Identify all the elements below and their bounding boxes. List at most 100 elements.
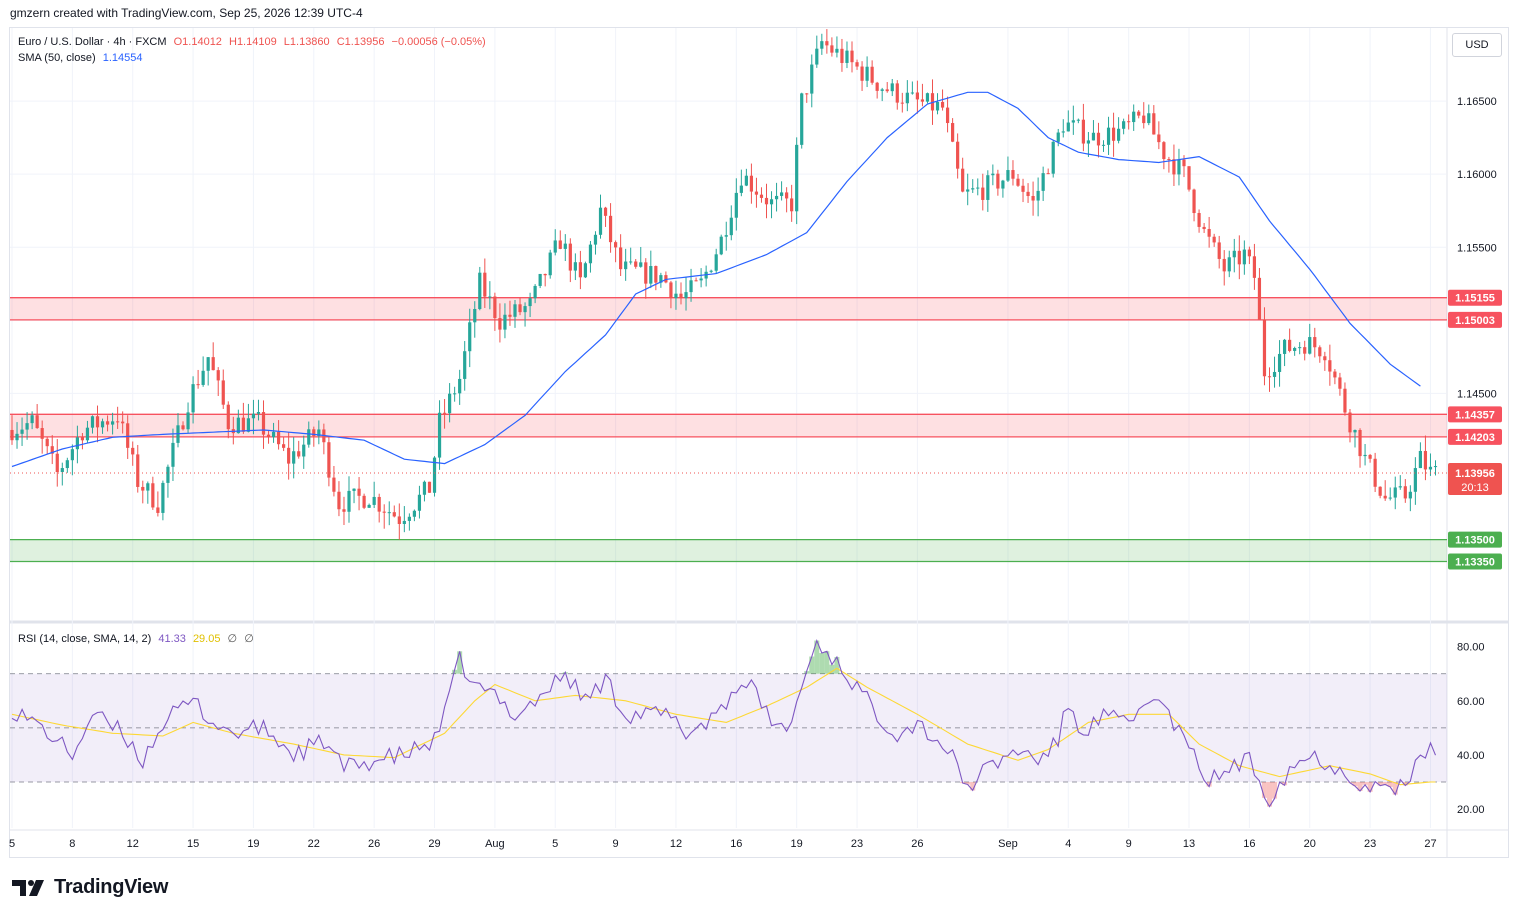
- candle-190: [966, 173, 970, 206]
- candle-57: [297, 440, 301, 459]
- candle-58: [302, 435, 306, 469]
- tradingview-logo[interactable]: TradingView: [12, 876, 168, 899]
- candle-body-101: [518, 304, 522, 313]
- candle-22: [121, 411, 125, 434]
- candle-66: [342, 496, 346, 526]
- candle-120: [614, 240, 618, 263]
- sma-legend[interactable]: SMA (50, close) 1.14554: [18, 52, 146, 64]
- candle-body-129: [659, 275, 663, 283]
- candle-body-46: [241, 417, 245, 432]
- candle-29: [156, 491, 160, 517]
- candle-body-115: [588, 244, 593, 264]
- candle-body-236: [1197, 213, 1201, 227]
- candle-219: [1111, 112, 1116, 157]
- attribution: gmzern created with TradingView.com, Sep…: [10, 6, 363, 20]
- candle-body-126: [644, 262, 648, 284]
- symbol-name[interactable]: Euro / U.S. Dollar · 4h · FXCM: [18, 36, 167, 48]
- candle-218: [1106, 116, 1111, 155]
- candle-body-122: [624, 261, 628, 270]
- zones: [10, 297, 1447, 563]
- candle-body-10: [60, 468, 64, 473]
- candle-body-179: [910, 92, 914, 94]
- candle-body-191: [971, 188, 975, 190]
- candle-body-253: [1282, 339, 1287, 354]
- candle-body-278: [1408, 491, 1412, 499]
- candle-35: [186, 402, 190, 433]
- candle-body-112: [573, 262, 577, 271]
- candle-body-110: [563, 243, 567, 249]
- candle-45: [236, 409, 240, 434]
- candle-body-69: [357, 488, 361, 496]
- candle-body-158: [805, 93, 809, 95]
- candle-171: [870, 60, 874, 85]
- candle-20: [111, 412, 115, 435]
- candle-69: [357, 477, 361, 511]
- candle-body-99: [508, 314, 512, 317]
- candle-272: [1378, 486, 1382, 499]
- zone-1: [10, 414, 1447, 437]
- candle-200: [1016, 174, 1020, 187]
- candle-234: [1187, 166, 1191, 192]
- candle-161: [820, 33, 824, 55]
- candle-88: [453, 386, 457, 402]
- candle-259: [1313, 327, 1317, 358]
- time-tick-label-10: 9: [613, 838, 619, 850]
- candle-172: [875, 81, 879, 99]
- candle-235: [1192, 188, 1196, 222]
- candle-202: [1026, 183, 1030, 203]
- candle-167: [850, 41, 854, 73]
- candle-148: [754, 177, 759, 208]
- candle-body-224: [1137, 111, 1141, 116]
- candle-body-3: [25, 423, 29, 430]
- candle-211: [1071, 105, 1075, 135]
- candle-266: [1348, 408, 1352, 443]
- candle-123: [629, 247, 633, 265]
- candle-body-184: [935, 101, 940, 111]
- candle-283: [1433, 460, 1438, 476]
- candle-279: [1413, 457, 1417, 505]
- candle-body-65: [337, 491, 341, 510]
- candle-body-42: [221, 380, 225, 405]
- candle-body-55: [287, 447, 291, 464]
- zone-price-badge-2-0: [1448, 531, 1502, 548]
- candle-195: [991, 164, 995, 186]
- candle-180: [915, 80, 919, 114]
- candle-body-140: [714, 254, 718, 271]
- candle-body-74: [382, 511, 386, 513]
- candle-body-279: [1413, 468, 1417, 492]
- candle-248: [1257, 268, 1262, 320]
- candle-body-273: [1383, 495, 1387, 499]
- candle-body-102: [523, 306, 527, 313]
- candle-body-165: [840, 48, 844, 63]
- candle-body-233: [1182, 159, 1186, 167]
- candle-body-57: [297, 451, 301, 457]
- candle-body-256: [1298, 347, 1302, 349]
- candle-body-215: [1091, 132, 1096, 141]
- last-price-label: 1.13956: [1455, 468, 1495, 480]
- candle-90: [463, 341, 467, 391]
- candle-body-19: [105, 421, 110, 425]
- candle-27: [146, 481, 150, 504]
- zone-price-badge-2-1: [1448, 553, 1502, 570]
- zone-price-label-1-1: 1.14203: [1455, 432, 1495, 444]
- candle-body-2: [20, 429, 24, 434]
- candle-60: [312, 426, 316, 447]
- candle-body-159: [810, 64, 814, 94]
- candle-1: [15, 422, 19, 449]
- candle-196: [996, 169, 1000, 196]
- candle-121: [619, 234, 623, 276]
- candle-body-266: [1348, 412, 1352, 433]
- candle-body-35: [186, 412, 190, 430]
- candle-body-30: [161, 482, 165, 513]
- zone-2: [10, 539, 1447, 562]
- rsi-value: 41.33: [158, 633, 186, 645]
- candle-body-80: [412, 510, 416, 517]
- candle-55: [287, 432, 291, 480]
- candle-body-238: [1207, 229, 1211, 237]
- currency-button[interactable]: USD: [1452, 33, 1502, 57]
- candle-14: [80, 433, 85, 450]
- candle-81: [417, 485, 422, 519]
- rsi-legend[interactable]: RSI (14, close, SMA, 14, 2) 41.33 29.05 …: [18, 632, 258, 645]
- candle-body-271: [1373, 458, 1377, 487]
